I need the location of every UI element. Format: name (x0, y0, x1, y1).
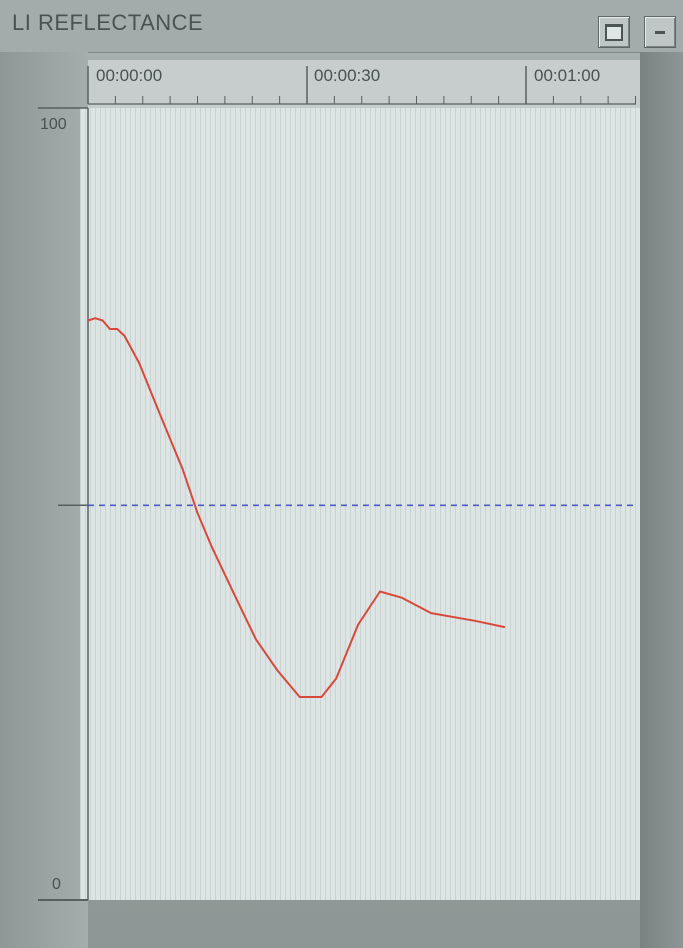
series-0-point-14 (298, 696, 301, 698)
right-frame (640, 52, 683, 948)
series-0-point-5 (123, 335, 126, 337)
title-bar[interactable]: LI REFLECTANCE (0, 0, 683, 53)
series-0-point-7 (160, 415, 162, 418)
maximize-icon (605, 23, 623, 41)
series-0-point-13 (276, 669, 279, 672)
series-0-point-8 (182, 468, 184, 471)
x-tick-label-2: 00:01:00 (534, 66, 601, 85)
minimize-icon (655, 30, 665, 34)
series-0-point-19 (401, 596, 403, 599)
series-0-point-9 (196, 512, 199, 514)
series-0-point-12 (255, 638, 257, 641)
y-axis-panel (0, 52, 88, 948)
series-0-point-3 (109, 328, 111, 330)
series-0-point-0 (87, 319, 89, 322)
series-0-point-16 (335, 677, 338, 680)
x-tick-label-1: 00:00:30 (314, 66, 381, 85)
series-0-point-18 (379, 590, 381, 593)
series-0-point-10 (211, 546, 214, 549)
series-0-point-20 (430, 612, 432, 614)
series-0-point-11 (233, 592, 235, 595)
maximize-button[interactable] (598, 16, 630, 48)
series-0-point-6 (138, 361, 141, 364)
series-line-0 (87, 317, 506, 698)
y-tick-label-min: 0 (52, 876, 61, 893)
plot-area (80, 108, 640, 900)
series-0-point-15 (320, 696, 323, 698)
series-0-point-21 (474, 619, 476, 622)
series-0-point-2 (101, 319, 104, 322)
x-tick-label-0: 00:00:00 (96, 66, 163, 85)
time-ruler: 00:00:00 00:00:30 00:01:00 (88, 60, 640, 108)
y-tick-label-max: 100 (40, 116, 67, 133)
window-title: LI REFLECTANCE (12, 10, 204, 35)
series-0-point-22 (503, 626, 505, 628)
series-0-point-4 (116, 328, 119, 330)
minimize-button[interactable] (644, 16, 676, 48)
series-0-point-1 (94, 317, 97, 320)
series-0-point-17 (357, 623, 359, 626)
